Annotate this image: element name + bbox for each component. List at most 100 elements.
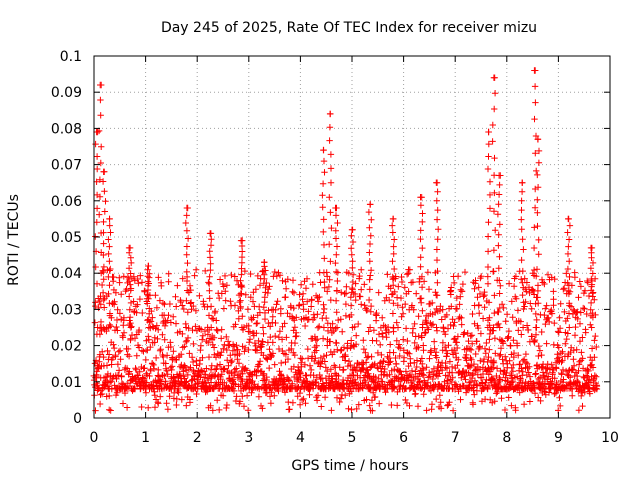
data-point [218,371,225,378]
data-point [144,346,151,354]
data-point [333,243,341,250]
data-point [515,327,522,334]
data-point [449,351,457,358]
data-point [252,286,260,293]
data-point [499,340,507,347]
data-point [555,329,562,336]
data-point [551,319,558,327]
data-point [92,140,99,148]
data-point [443,353,450,360]
data-point [121,389,129,397]
data-point [508,372,515,379]
data-point [106,282,113,289]
data-point [380,357,387,365]
data-point [320,324,328,331]
data-point [237,277,244,284]
data-point [137,272,144,279]
data-point [475,324,482,332]
data-point [126,244,134,252]
data-point [216,406,223,414]
data-point [176,370,183,378]
data-point [409,278,417,286]
data-point [455,356,462,363]
data-point [268,389,275,396]
data-point [100,324,107,331]
data-point [266,346,273,353]
data-point [563,270,570,277]
data-point [544,376,551,383]
data-point [461,372,468,380]
data-point [272,332,279,340]
data-point [213,317,220,324]
data-point [447,291,454,298]
data-point [183,204,191,212]
data-point [320,301,327,308]
data-point [205,353,213,361]
data-point [184,371,191,379]
data-point [321,278,328,286]
data-point [393,294,401,301]
data-point [242,385,249,392]
data-point [366,201,374,208]
data-point [224,357,231,364]
data-point [291,324,299,331]
data-point [551,375,558,382]
data-point [225,362,232,369]
data-point [97,81,104,89]
data-point [145,336,152,343]
data-point [181,343,188,350]
data-point [160,353,167,361]
chart-title: Day 245 of 2025, Rate Of TEC Index for r… [161,20,537,36]
data-point [473,338,480,345]
data-point [93,219,100,226]
data-point [101,168,108,175]
data-point [345,358,353,365]
data-point [100,263,108,271]
data-point [462,376,469,383]
data-point [395,283,402,290]
data-point [449,407,457,414]
data-point [491,292,498,299]
data-point [587,287,595,294]
data-point [145,262,152,270]
data-point [259,324,267,331]
data-point [246,328,254,335]
data-point [384,353,391,360]
data-point [495,242,502,249]
data-point [479,370,487,378]
data-point [127,281,134,288]
data-point [402,396,409,404]
data-point [281,320,288,327]
data-point [223,346,230,354]
y-axis-label: ROTI / TECUs [6,194,22,286]
data-point [204,303,211,311]
data-point [216,294,223,302]
data-point [340,344,348,351]
data-point [533,273,540,280]
data-point [131,335,139,342]
data-point [167,319,175,326]
data-point [558,358,565,366]
data-point [186,399,194,406]
data-point [373,312,380,319]
data-point [214,397,221,404]
data-point [363,366,370,373]
data-point [327,324,334,331]
data-point [163,367,170,374]
data-point [125,265,133,272]
data-point [545,314,552,321]
data-point [588,324,595,331]
data-point [179,302,186,309]
data-point [469,310,476,318]
data-point [355,385,362,393]
data-point [360,337,367,344]
data-point [278,372,285,379]
data-point [118,373,125,380]
data-point [125,369,132,377]
data-point [114,306,121,313]
data-point [479,315,487,322]
data-point [569,392,576,399]
data-point [202,380,209,387]
data-point [366,258,373,265]
data-point [409,377,417,385]
